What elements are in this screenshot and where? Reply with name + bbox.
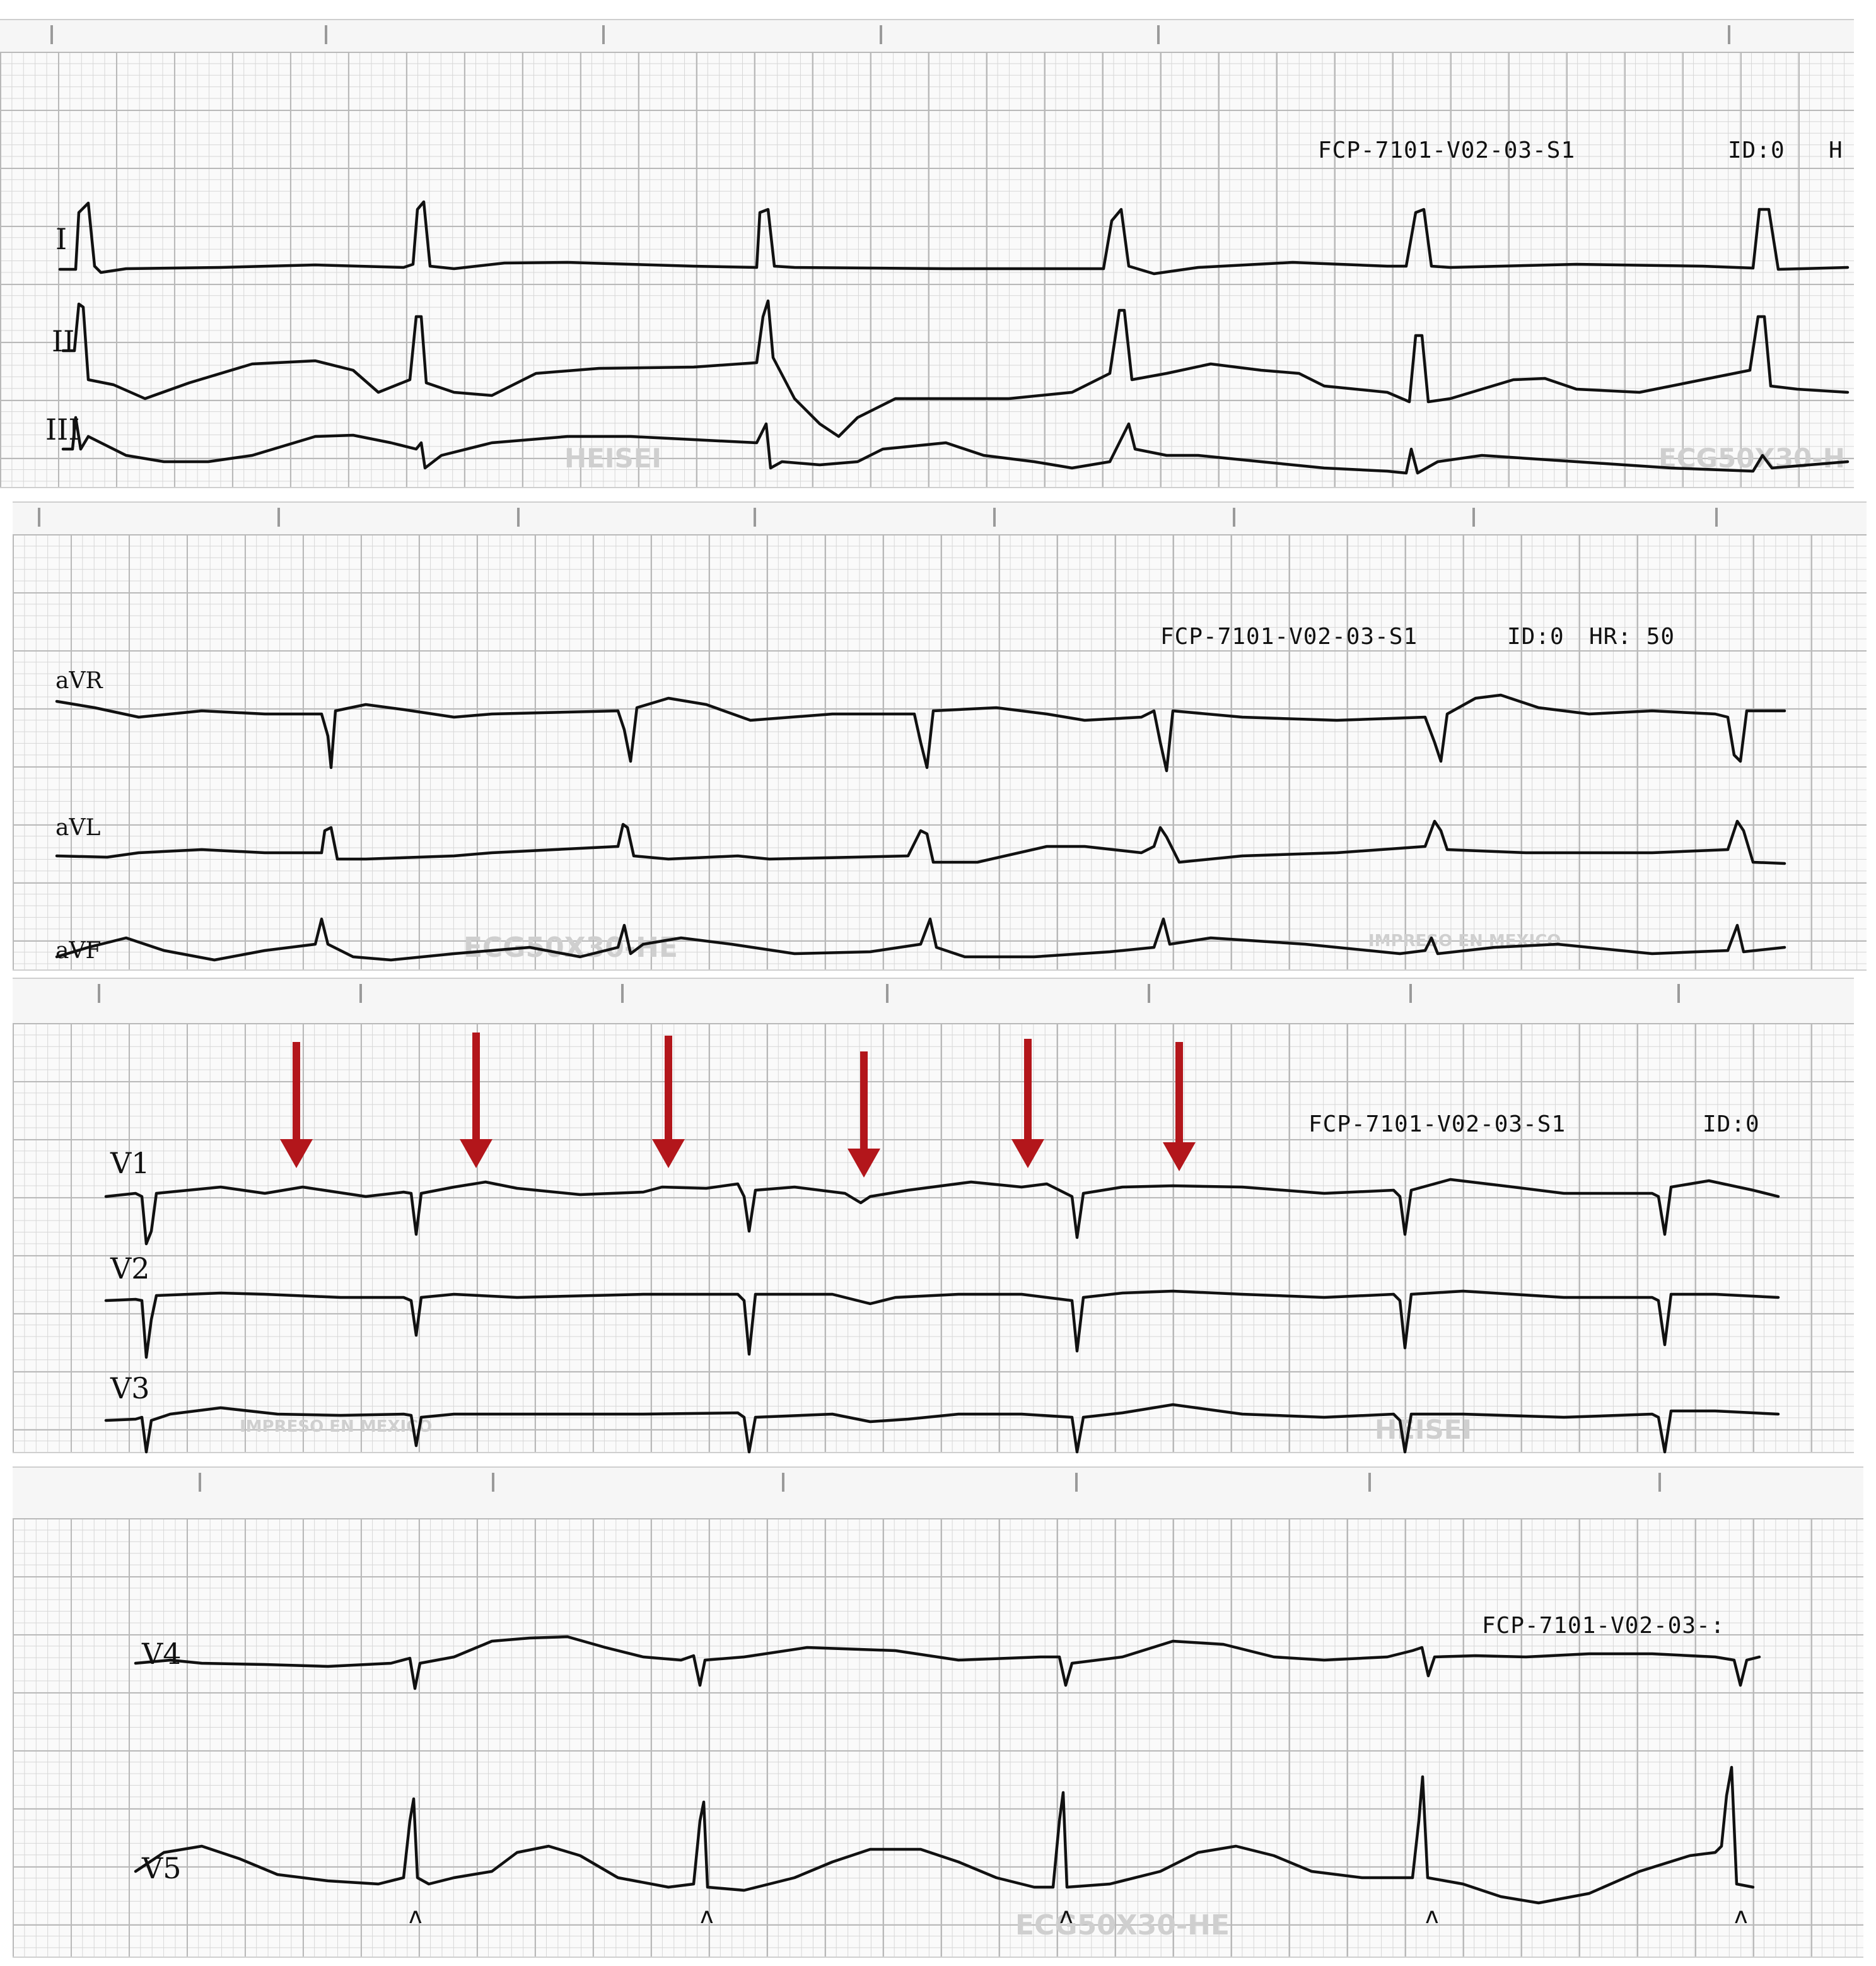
lead-label-v4: V4 xyxy=(142,1637,182,1671)
time-ticks xyxy=(13,1473,1863,1498)
ecg-trace-v5 xyxy=(134,1765,1755,1905)
ecg-trace-v3 xyxy=(104,1403,1780,1454)
patient-id-label: ID:0 xyxy=(1728,138,1785,163)
lead-label-i: I xyxy=(55,222,67,256)
pacing-marker: ʌ xyxy=(409,1903,422,1929)
heart-rate-label: H xyxy=(1829,138,1843,163)
watermark-impreso: IMPRESO EN MEXICO xyxy=(240,1417,433,1436)
recording-id-header: FCP-7101-V02-03-S1 xyxy=(1308,1111,1566,1137)
ecg-trace-avf xyxy=(55,917,1786,962)
annotation-arrow xyxy=(848,1051,880,1178)
watermark-heisei: HEISEI xyxy=(564,443,662,474)
ecg-strip-3: FCP-7101-V02-03-S1 ID:0 V1 V2 V3 IMPRESO… xyxy=(13,978,1854,1454)
ecg-strip-1: FCP-7101-V02-03-S1 ID:0 H I II III HEISE… xyxy=(0,19,1854,488)
lead-label-v2: V2 xyxy=(110,1251,150,1285)
ecg-trace-iii xyxy=(61,416,1850,475)
ecg-trace-i xyxy=(58,200,1850,276)
ecg-grid xyxy=(13,534,1867,969)
lead-label-ii: II xyxy=(52,324,75,358)
ecg-trace-ii xyxy=(61,299,1850,438)
pacing-marker: ʌ xyxy=(1734,1903,1748,1929)
pacing-marker: ʌ xyxy=(1425,1903,1439,1929)
ecg-trace-v2 xyxy=(104,1289,1780,1359)
time-ticks xyxy=(13,984,1854,1009)
pacing-marker: ʌ xyxy=(1059,1903,1073,1929)
pacing-marker: ʌ xyxy=(700,1903,714,1929)
patient-id-label: ID:0 xyxy=(1507,624,1564,650)
recording-id-header: FCP-7101-V02-03-S1 xyxy=(1160,624,1418,650)
recording-id-header: FCP-7101-V02-03-S1 xyxy=(1318,138,1576,163)
annotation-arrow xyxy=(1011,1039,1044,1168)
ecg-trace-avr xyxy=(55,693,1786,773)
annotation-arrow xyxy=(652,1036,685,1168)
heart-rate-label: HR: 50 xyxy=(1589,624,1675,650)
ecg-strip-2: FCP-7101-V02-03-S1 ID:0 HR: 50 aVR aVL a… xyxy=(13,501,1867,971)
ecg-grid xyxy=(13,1023,1854,1452)
patient-id-label: ID:0 xyxy=(1703,1111,1760,1137)
watermark-impreso: IMPRESO EN MEXICO xyxy=(1368,932,1561,951)
lead-label-avl: aVL xyxy=(55,815,101,841)
watermark-ecg-code: ECG50X30-HE xyxy=(463,932,678,964)
lead-label-v1: V1 xyxy=(110,1146,150,1180)
ecg-trace-v1 xyxy=(104,1178,1780,1246)
lead-label-v3: V3 xyxy=(110,1371,150,1405)
time-ticks xyxy=(0,25,1854,50)
ecg-grid xyxy=(13,1518,1863,1957)
annotation-arrow xyxy=(1163,1042,1196,1171)
lead-label-avr: aVR xyxy=(55,668,103,694)
lead-label-v5: V5 xyxy=(142,1851,182,1885)
ecg-strip-4: FCP-7101-V02-03-: V4 V5 ECG50X30-HE ʌ ʌ … xyxy=(13,1466,1863,1958)
watermark-heisei: HEISEI xyxy=(1375,1414,1472,1445)
recording-id-header: FCP-7101-V02-03-: xyxy=(1482,1613,1725,1639)
annotation-arrow xyxy=(280,1042,313,1168)
annotation-arrow xyxy=(460,1033,492,1168)
watermark-ecg-code: ECG50X30-HE xyxy=(1015,1909,1230,1941)
ecg-trace-avl xyxy=(55,819,1786,865)
ecg-trace-v4 xyxy=(134,1635,1761,1690)
time-ticks xyxy=(13,508,1867,533)
